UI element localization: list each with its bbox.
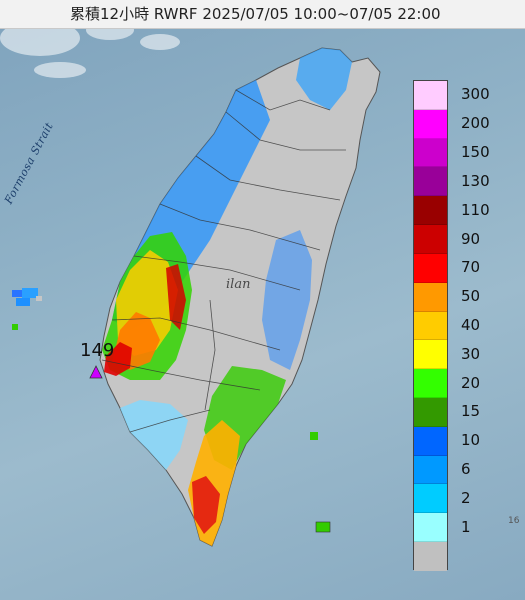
legend-label: 200 [461, 114, 490, 133]
max-rain-marker-icon [89, 365, 103, 379]
legend-label: 20 [461, 373, 481, 392]
legend-label: 70 [461, 258, 481, 277]
legend-swatch [414, 340, 447, 370]
legend-swatch [414, 513, 447, 542]
legend-swatch [414, 167, 447, 197]
map-title: 累積12小時 RWRF 2025/07/05 10:00~07/05 22:00 [0, 0, 525, 29]
legend-swatch [414, 484, 447, 514]
legend-swatch [414, 196, 447, 226]
orchid-island [315, 521, 331, 533]
legend-swatch [414, 109, 447, 139]
place-label: ilan [226, 277, 251, 292]
legend-swatch [414, 311, 447, 341]
legend-swatch [414, 455, 447, 485]
rain-zone-light-2 [296, 48, 352, 110]
legend-swatch [414, 81, 447, 110]
legend-swatch [414, 542, 447, 571]
rain-zone-south-3 [192, 476, 220, 534]
legend-swatch [414, 253, 447, 283]
edge-label: 16 [508, 516, 520, 526]
legend-label: 30 [461, 344, 481, 363]
legend-label: 110 [461, 200, 490, 219]
legend-swatch [414, 282, 447, 312]
rain-zone-east [262, 230, 312, 370]
legend-label: 10 [461, 431, 481, 450]
rain-zone-coast [120, 400, 188, 470]
legend-swatches [413, 80, 448, 571]
legend-label: 130 [461, 171, 490, 190]
legend-label: 50 [461, 287, 481, 306]
legend-label: 40 [461, 316, 481, 334]
rainfall-legend: 300 200 150 130 110 90 70 50 40 30 20 15 10 6 2 1 [413, 80, 525, 571]
county-borders [101, 89, 346, 433]
rain-zone-extreme [104, 342, 132, 376]
penghu-islands [12, 288, 42, 330]
legend-swatch [414, 225, 447, 254]
legend-label: 1 [461, 517, 471, 536]
legend-label: 300 [461, 85, 490, 104]
legend-label: 6 [461, 460, 471, 479]
legend-label: 90 [461, 229, 481, 248]
legend-swatch [414, 397, 447, 427]
legend-swatch [414, 369, 447, 398]
legend-label: 150 [461, 143, 490, 162]
legend-label: 2 [461, 488, 471, 507]
legend-swatch [414, 138, 447, 168]
green-island [310, 432, 318, 440]
legend-swatch [414, 426, 447, 456]
rain-streak-1 [166, 264, 186, 330]
legend-label: 15 [461, 402, 481, 421]
max-rain-value: 149 [80, 340, 115, 361]
